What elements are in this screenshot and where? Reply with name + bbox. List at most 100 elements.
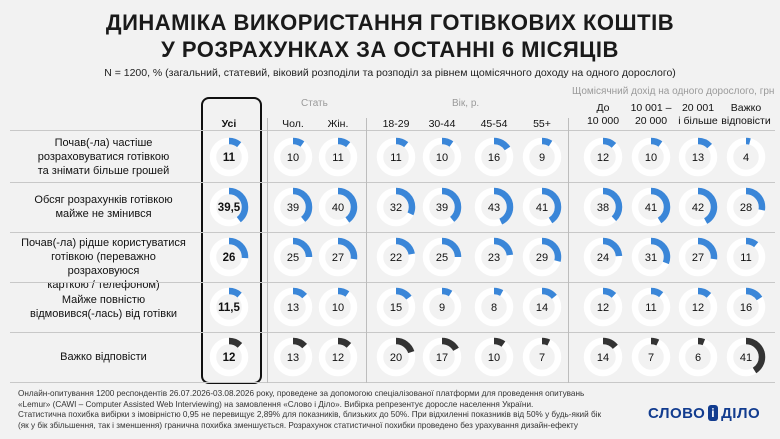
donut-value-label: 40 xyxy=(332,202,344,214)
donut-arc xyxy=(422,137,462,177)
column-header-inc1: До 10 000 xyxy=(573,102,633,128)
donut: 12 xyxy=(318,337,358,377)
donut-value-label: 23 xyxy=(488,252,500,264)
donut-arc xyxy=(631,137,671,177)
donut-value-label: 9 xyxy=(439,302,445,314)
donut: 31 xyxy=(631,237,671,277)
donut: 27 xyxy=(318,237,358,277)
donut-arc xyxy=(678,137,718,177)
group-divider xyxy=(366,118,367,383)
donut-arc xyxy=(726,287,766,327)
row-divider xyxy=(10,332,775,333)
donut-value-label: 41 xyxy=(536,202,548,214)
donut: 38 xyxy=(583,187,623,227)
donut: 41 xyxy=(726,337,766,377)
column-header-line: 10 000 xyxy=(586,115,620,127)
donut: 7 xyxy=(631,337,671,377)
footnote-line: «Lemur» (CAWI – Computer Assisted Web In… xyxy=(18,399,534,409)
donut: 12 xyxy=(678,287,718,327)
column-header-inc4: Важко відповісти xyxy=(716,102,776,128)
row-divider xyxy=(10,282,775,283)
donut-value-label: 32 xyxy=(390,202,402,214)
column-header-line: До xyxy=(596,102,610,114)
donut: 40 xyxy=(318,187,358,227)
column-header-line: і більше xyxy=(678,115,718,127)
donut-value-label: 12 xyxy=(597,302,609,314)
column-header-line: відповісти xyxy=(721,115,771,127)
donut-arc xyxy=(583,137,623,177)
column-header-inc2: 10 001 –20 000 xyxy=(621,102,681,128)
donut-arc xyxy=(474,187,514,227)
group-divider xyxy=(568,118,569,383)
column-header-line: Чол. xyxy=(282,118,304,130)
donut-value-label: 11,5 xyxy=(218,302,240,314)
column-header-line: 10 001 – xyxy=(630,102,672,114)
donut-value-label: 7 xyxy=(539,352,545,364)
donut-value-label: 6 xyxy=(695,352,701,364)
row-label: Почав(-ла) частіше розраховуватися готівк… xyxy=(16,136,191,178)
column-header-age1: 18-29 xyxy=(366,118,426,131)
donut-value-label: 22 xyxy=(390,252,402,264)
donut-value-label: 7 xyxy=(648,352,654,364)
donut: 9 xyxy=(522,137,562,177)
donut: 16 xyxy=(726,287,766,327)
footnote: Онлайн-опитування 1200 респондентів 26.0… xyxy=(18,389,601,431)
brand-logo: СЛОВО і ДІЛО xyxy=(648,405,760,422)
column-header-line: 45-54 xyxy=(480,118,508,130)
column-header-age4: 55+ xyxy=(512,118,572,131)
donut-arc xyxy=(474,237,514,277)
donut-value-label: 41 xyxy=(645,202,657,214)
donut: 22 xyxy=(376,237,416,277)
donut-value-label: 15 xyxy=(390,302,402,314)
donut-value-label: 9 xyxy=(539,152,545,164)
donut-arc xyxy=(376,237,416,277)
donut-arc xyxy=(376,337,416,377)
donut-value-label: 13 xyxy=(287,352,299,364)
row-label: Майже повністю відмовився(-лась) від готі… xyxy=(16,293,191,321)
donut: 41 xyxy=(631,187,671,227)
donut: 26 xyxy=(209,237,249,277)
donut-value-label: 38 xyxy=(597,202,609,214)
donut-value-label: 16 xyxy=(488,152,500,164)
donut-value-label: 14 xyxy=(536,302,548,314)
donut-arc xyxy=(422,237,462,277)
donut-arc xyxy=(726,137,766,177)
donut: 25 xyxy=(273,237,313,277)
donut-arc xyxy=(474,337,514,377)
donut: 27 xyxy=(678,237,718,277)
row-label-line: Почав(-ла) рідше користуватися xyxy=(21,237,186,249)
donut: 24 xyxy=(583,237,623,277)
donut-arc xyxy=(273,287,313,327)
group-divider xyxy=(267,118,268,383)
donut-arc xyxy=(631,337,671,377)
donut: 11,5 xyxy=(209,287,249,327)
donut: 13 xyxy=(678,137,718,177)
donut: 4 xyxy=(726,137,766,177)
donut-value-label: 25 xyxy=(436,252,448,264)
donut: 13 xyxy=(273,287,313,327)
donut-arc xyxy=(631,237,671,277)
donut: 13 xyxy=(273,337,313,377)
donut: 12 xyxy=(583,137,623,177)
donut-arc xyxy=(376,137,416,177)
donut-value-label: 10 xyxy=(645,152,657,164)
logo-word-left: СЛОВО xyxy=(648,405,706,422)
column-header-line: 20 001 xyxy=(681,102,715,114)
donut: 39,5 xyxy=(209,187,249,227)
donut-arc xyxy=(209,287,249,327)
donut: 6 xyxy=(678,337,718,377)
donut-arc xyxy=(631,187,671,227)
row-label-line: готівкою (переважно розраховуюся xyxy=(51,251,156,277)
donut-value-label: 39 xyxy=(436,202,448,214)
donut-arc xyxy=(209,137,249,177)
column-header-inc3: 20 001 і більше xyxy=(668,102,728,128)
donut: 8 xyxy=(474,287,514,327)
column-header-all: Усі xyxy=(199,118,259,131)
donut: 11 xyxy=(318,137,358,177)
row-label-line: Почав(-ла) частіше xyxy=(54,137,153,149)
donut-arc xyxy=(422,287,462,327)
row-label-line: розраховуватися готівкою xyxy=(37,151,170,163)
row-label: Важко відповісти xyxy=(16,350,191,364)
donut-value-label: 14 xyxy=(597,352,609,364)
donut-value-label: 20 xyxy=(390,352,402,364)
